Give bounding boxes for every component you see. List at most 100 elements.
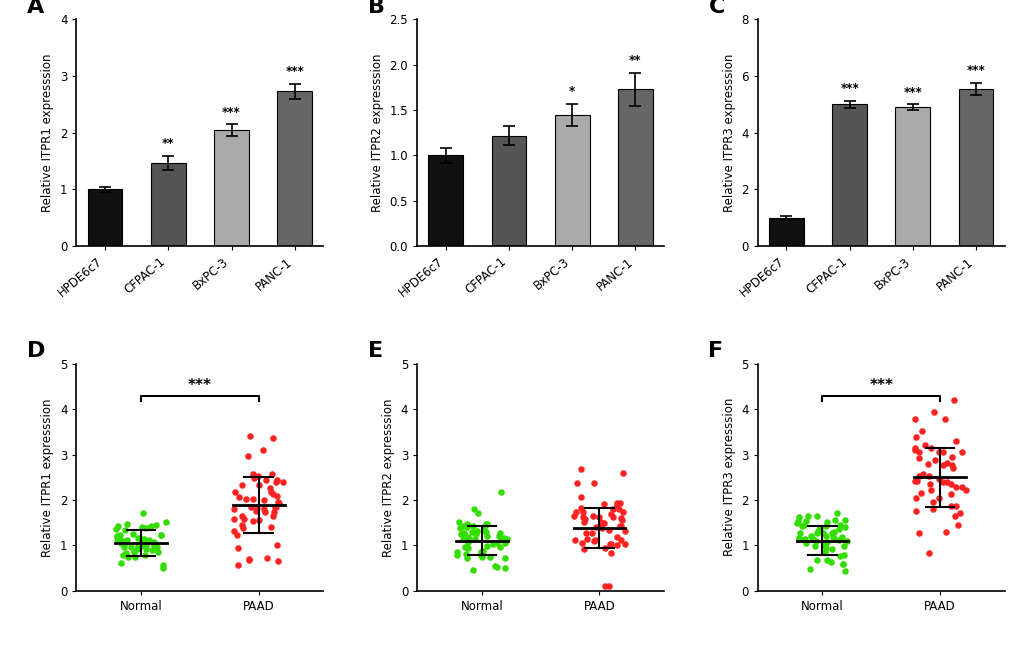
Text: ***: *** (285, 66, 304, 79)
Point (265, 510, 281, 520)
Point (942, 489, 958, 500)
Point (615, 539, 632, 550)
Point (129, 541, 146, 551)
Point (137, 550, 153, 560)
Point (230, 491, 247, 502)
Point (115, 542, 131, 552)
Point (268, 474, 284, 485)
Point (572, 492, 588, 502)
Point (585, 478, 601, 488)
Point (109, 531, 125, 541)
Y-axis label: Relative ITPR2 expresssion: Relative ITPR2 expresssion (371, 53, 383, 212)
Point (143, 521, 159, 532)
Point (149, 543, 165, 553)
Point (837, 566, 853, 576)
Point (492, 542, 508, 552)
Bar (491, 136, 526, 246)
Point (586, 535, 602, 545)
Point (950, 520, 966, 530)
Bar (895, 107, 929, 246)
Point (568, 478, 584, 488)
Text: C: C (708, 0, 725, 17)
Point (921, 479, 937, 489)
Point (809, 526, 825, 536)
Bar (277, 92, 312, 246)
Point (907, 432, 923, 443)
Point (229, 560, 246, 570)
Text: D: D (28, 341, 46, 361)
Point (594, 523, 610, 533)
Point (269, 497, 285, 508)
Point (268, 491, 284, 502)
Bar (618, 90, 652, 246)
Point (919, 458, 935, 469)
Point (115, 536, 131, 546)
Point (478, 530, 494, 541)
Point (112, 535, 128, 546)
Point (266, 506, 282, 517)
Point (593, 517, 609, 528)
Point (948, 482, 964, 493)
Point (791, 528, 807, 538)
Point (920, 548, 936, 558)
Point (600, 525, 616, 535)
Text: E: E (368, 341, 382, 361)
Point (226, 526, 243, 537)
Point (942, 479, 958, 489)
Point (797, 516, 813, 526)
Point (929, 493, 946, 504)
Bar (151, 163, 185, 246)
Point (225, 514, 242, 524)
Point (832, 520, 848, 531)
Point (460, 532, 476, 542)
Point (478, 519, 494, 530)
Point (146, 538, 162, 548)
Point (138, 544, 154, 554)
Point (608, 532, 625, 542)
Point (136, 536, 152, 546)
Point (596, 581, 612, 591)
Point (228, 530, 245, 540)
Point (602, 509, 619, 519)
Point (953, 482, 969, 493)
Point (834, 532, 850, 542)
Point (240, 554, 257, 564)
Point (233, 480, 250, 491)
Point (808, 528, 824, 539)
Point (924, 504, 941, 514)
Point (796, 520, 812, 530)
Point (803, 532, 819, 542)
Point (947, 436, 963, 447)
Point (796, 534, 812, 545)
Point (595, 498, 611, 509)
Point (256, 495, 272, 505)
Point (816, 540, 833, 550)
Point (129, 533, 146, 543)
Point (108, 524, 124, 534)
Point (906, 443, 922, 453)
Point (934, 477, 951, 487)
Point (579, 534, 595, 545)
Point (836, 522, 852, 532)
Point (825, 526, 842, 537)
Point (130, 540, 147, 550)
Text: ***: *** (903, 86, 921, 99)
Point (148, 520, 164, 530)
Point (460, 537, 476, 548)
Point (590, 512, 606, 522)
Point (245, 469, 261, 480)
Point (267, 502, 283, 512)
Text: B: B (368, 0, 384, 17)
Point (575, 507, 591, 517)
Point (573, 502, 589, 513)
Point (473, 552, 489, 563)
Point (906, 476, 922, 486)
Point (800, 511, 816, 521)
Point (478, 541, 494, 551)
Point (797, 537, 813, 548)
Point (830, 551, 847, 561)
Point (938, 476, 955, 487)
Point (109, 532, 125, 543)
Point (468, 528, 484, 539)
Point (817, 520, 834, 531)
